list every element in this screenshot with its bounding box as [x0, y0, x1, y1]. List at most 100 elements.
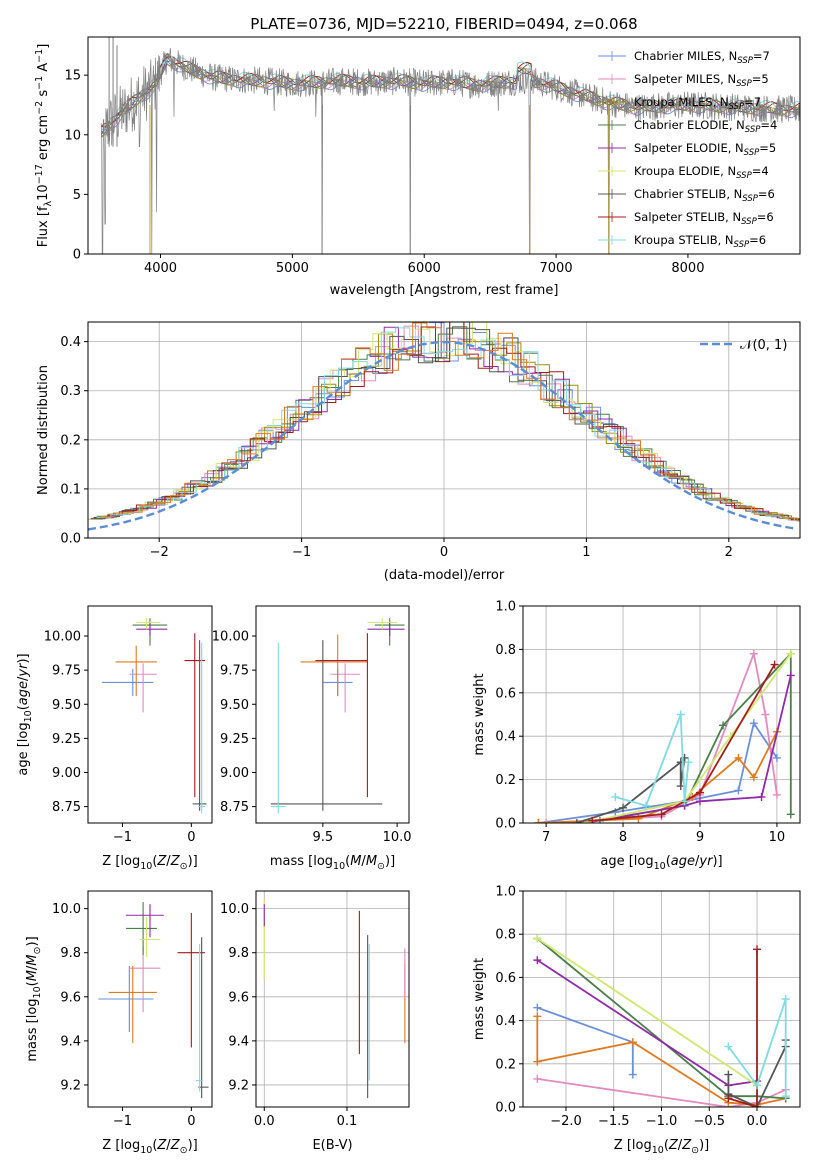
weight-marker — [533, 1012, 542, 1021]
label-part: ( — [152, 1138, 157, 1153]
x-axis-label: E(B-V) — [312, 1138, 352, 1153]
errorbar-chabrier-elodie — [125, 902, 157, 955]
weight-marker — [533, 956, 542, 965]
errorbar-chabrier-miles — [98, 965, 154, 1033]
axes-frame — [522, 605, 801, 824]
weight-marker — [772, 753, 781, 762]
observed-spectrum — [100, 47, 800, 254]
x-tick-label: 0 — [440, 545, 448, 560]
label-part: 10 — [32, 986, 43, 998]
x-tick-label: −1 — [292, 545, 311, 560]
weight-marker — [628, 1038, 637, 1047]
weight-marker — [753, 1081, 762, 1090]
y-tick-label: 0.3 — [60, 384, 81, 399]
x-tick-label: 2 — [725, 545, 733, 560]
x-tick-label: 8000 — [671, 261, 704, 276]
weight-marker — [695, 788, 704, 797]
weight-marker — [611, 792, 620, 801]
label-part: age [log — [16, 722, 31, 775]
label-part: A — [36, 63, 51, 76]
x-tick-label: 10 — [769, 830, 786, 845]
errorbar-kroupa-elodie — [367, 618, 398, 630]
weight-marker — [676, 710, 685, 719]
x-tick-label: 7 — [542, 830, 550, 845]
y-axis-label: Flux [fλ10−17 erg cm−2 s−1 A−1] — [34, 44, 54, 248]
legend-label: 𝒩(0, 1) — [740, 338, 787, 353]
plot-area — [534, 649, 795, 823]
y-tick-label: 9.4 — [60, 1034, 81, 1049]
errorbar-chabrier-miles — [101, 668, 154, 697]
label-part: −17 — [34, 164, 45, 184]
label-part: 10 — [36, 184, 51, 201]
x-axis-label: Z [log10(Z/Z⊙)] — [614, 1138, 709, 1156]
label-part: Z — [681, 1138, 692, 1153]
weight-marker — [533, 1074, 542, 1083]
y-axis-label: mass [log10(M/M⊙)] — [25, 936, 43, 1061]
legend-name: Salpeter ELODIE, N — [634, 141, 744, 155]
weight-marker — [786, 810, 795, 819]
label-part: Flux [f — [36, 206, 51, 247]
weight-marker — [749, 773, 758, 782]
weight-marker — [761, 710, 770, 719]
label-part: )] — [699, 1138, 709, 1153]
legend-value: =6 — [749, 233, 766, 247]
label-part: yr — [16, 662, 31, 678]
y-tick-label: 0.8 — [495, 643, 516, 658]
label-part: M — [25, 970, 40, 981]
label-part: ( — [666, 854, 671, 869]
label-part: 10 — [652, 1145, 664, 1156]
label-part: age [log — [600, 854, 653, 869]
panel-age-vs-mass: 9.5 10.0 8.75 9.00 9.25 9.50 9.75 10.00 mass [lo… — [212, 605, 412, 872]
weight-series-salpeter-stelib — [724, 945, 762, 1107]
weight-marker — [542, 819, 551, 823]
label-part: −1 — [34, 76, 45, 90]
y-axis-label: age [log10(age/yr)] — [16, 653, 34, 775]
label-part: 10 — [140, 861, 152, 872]
y-tick-label: 0.8 — [495, 928, 516, 943]
legend-label: Kroupa STELIB, NSSP=6 — [634, 233, 766, 250]
label-part: 10 — [23, 710, 34, 722]
weight-marker — [719, 721, 728, 730]
label-part: ( — [152, 854, 157, 869]
label-part: Z — [668, 1138, 679, 1153]
weight-series-kroupa-stelib — [611, 710, 693, 810]
x-axis-label: mass [log10(M/M⊙)] — [270, 854, 395, 872]
legend-label: Kroupa MILES, NSSP=7 — [634, 95, 761, 112]
axes-frame — [87, 890, 213, 1108]
weight-marker — [684, 758, 693, 767]
y-tick-label: 9.2 — [228, 1078, 249, 1093]
weight-marker — [753, 945, 762, 954]
x-tick-label: −1.5 — [598, 1114, 630, 1129]
x-tick-label: 10.0 — [383, 830, 412, 845]
errorbar-salpeter-elodie — [136, 622, 168, 637]
y-tick-label: 9.00 — [52, 766, 81, 781]
label-part: M — [350, 854, 361, 869]
legend-name: Salpeter MILES, N — [634, 72, 736, 86]
y-tick-label: 0.2 — [495, 773, 516, 788]
legend-value: =7 — [753, 49, 770, 63]
label-part: yr — [698, 854, 714, 869]
y-tick-label: 9.2 — [60, 1078, 81, 1093]
legend-value: =5 — [759, 141, 776, 155]
errorbar-salpeter-miles — [129, 946, 161, 1013]
label-part: / — [25, 965, 40, 970]
label-part: mass [log — [270, 854, 333, 869]
plot-area — [100, 37, 800, 254]
y-tick-label: 8.75 — [220, 800, 249, 815]
weight-line — [727, 998, 787, 1097]
label-part: ( — [345, 854, 350, 869]
errorbar-salpeter-elodie — [367, 622, 405, 637]
label-part: ( — [16, 705, 31, 710]
legend-sub: SSP — [736, 171, 752, 181]
y-tick-label: 0.4 — [495, 730, 516, 745]
errorbar-salpeter-stelib — [315, 633, 368, 798]
y-tick-label: 9.4 — [228, 1034, 249, 1049]
weight-line — [728, 949, 758, 1107]
legend-name: Chabrier STELIB, N — [634, 187, 742, 201]
label-part: / — [695, 854, 700, 869]
x-axis-label: Z [log10(Z/Z⊙)] — [102, 1138, 197, 1156]
axes-frame — [255, 605, 410, 824]
y-axis-label: mass weight — [472, 958, 487, 1040]
weight-marker — [642, 801, 651, 810]
label-part: age — [671, 854, 695, 869]
